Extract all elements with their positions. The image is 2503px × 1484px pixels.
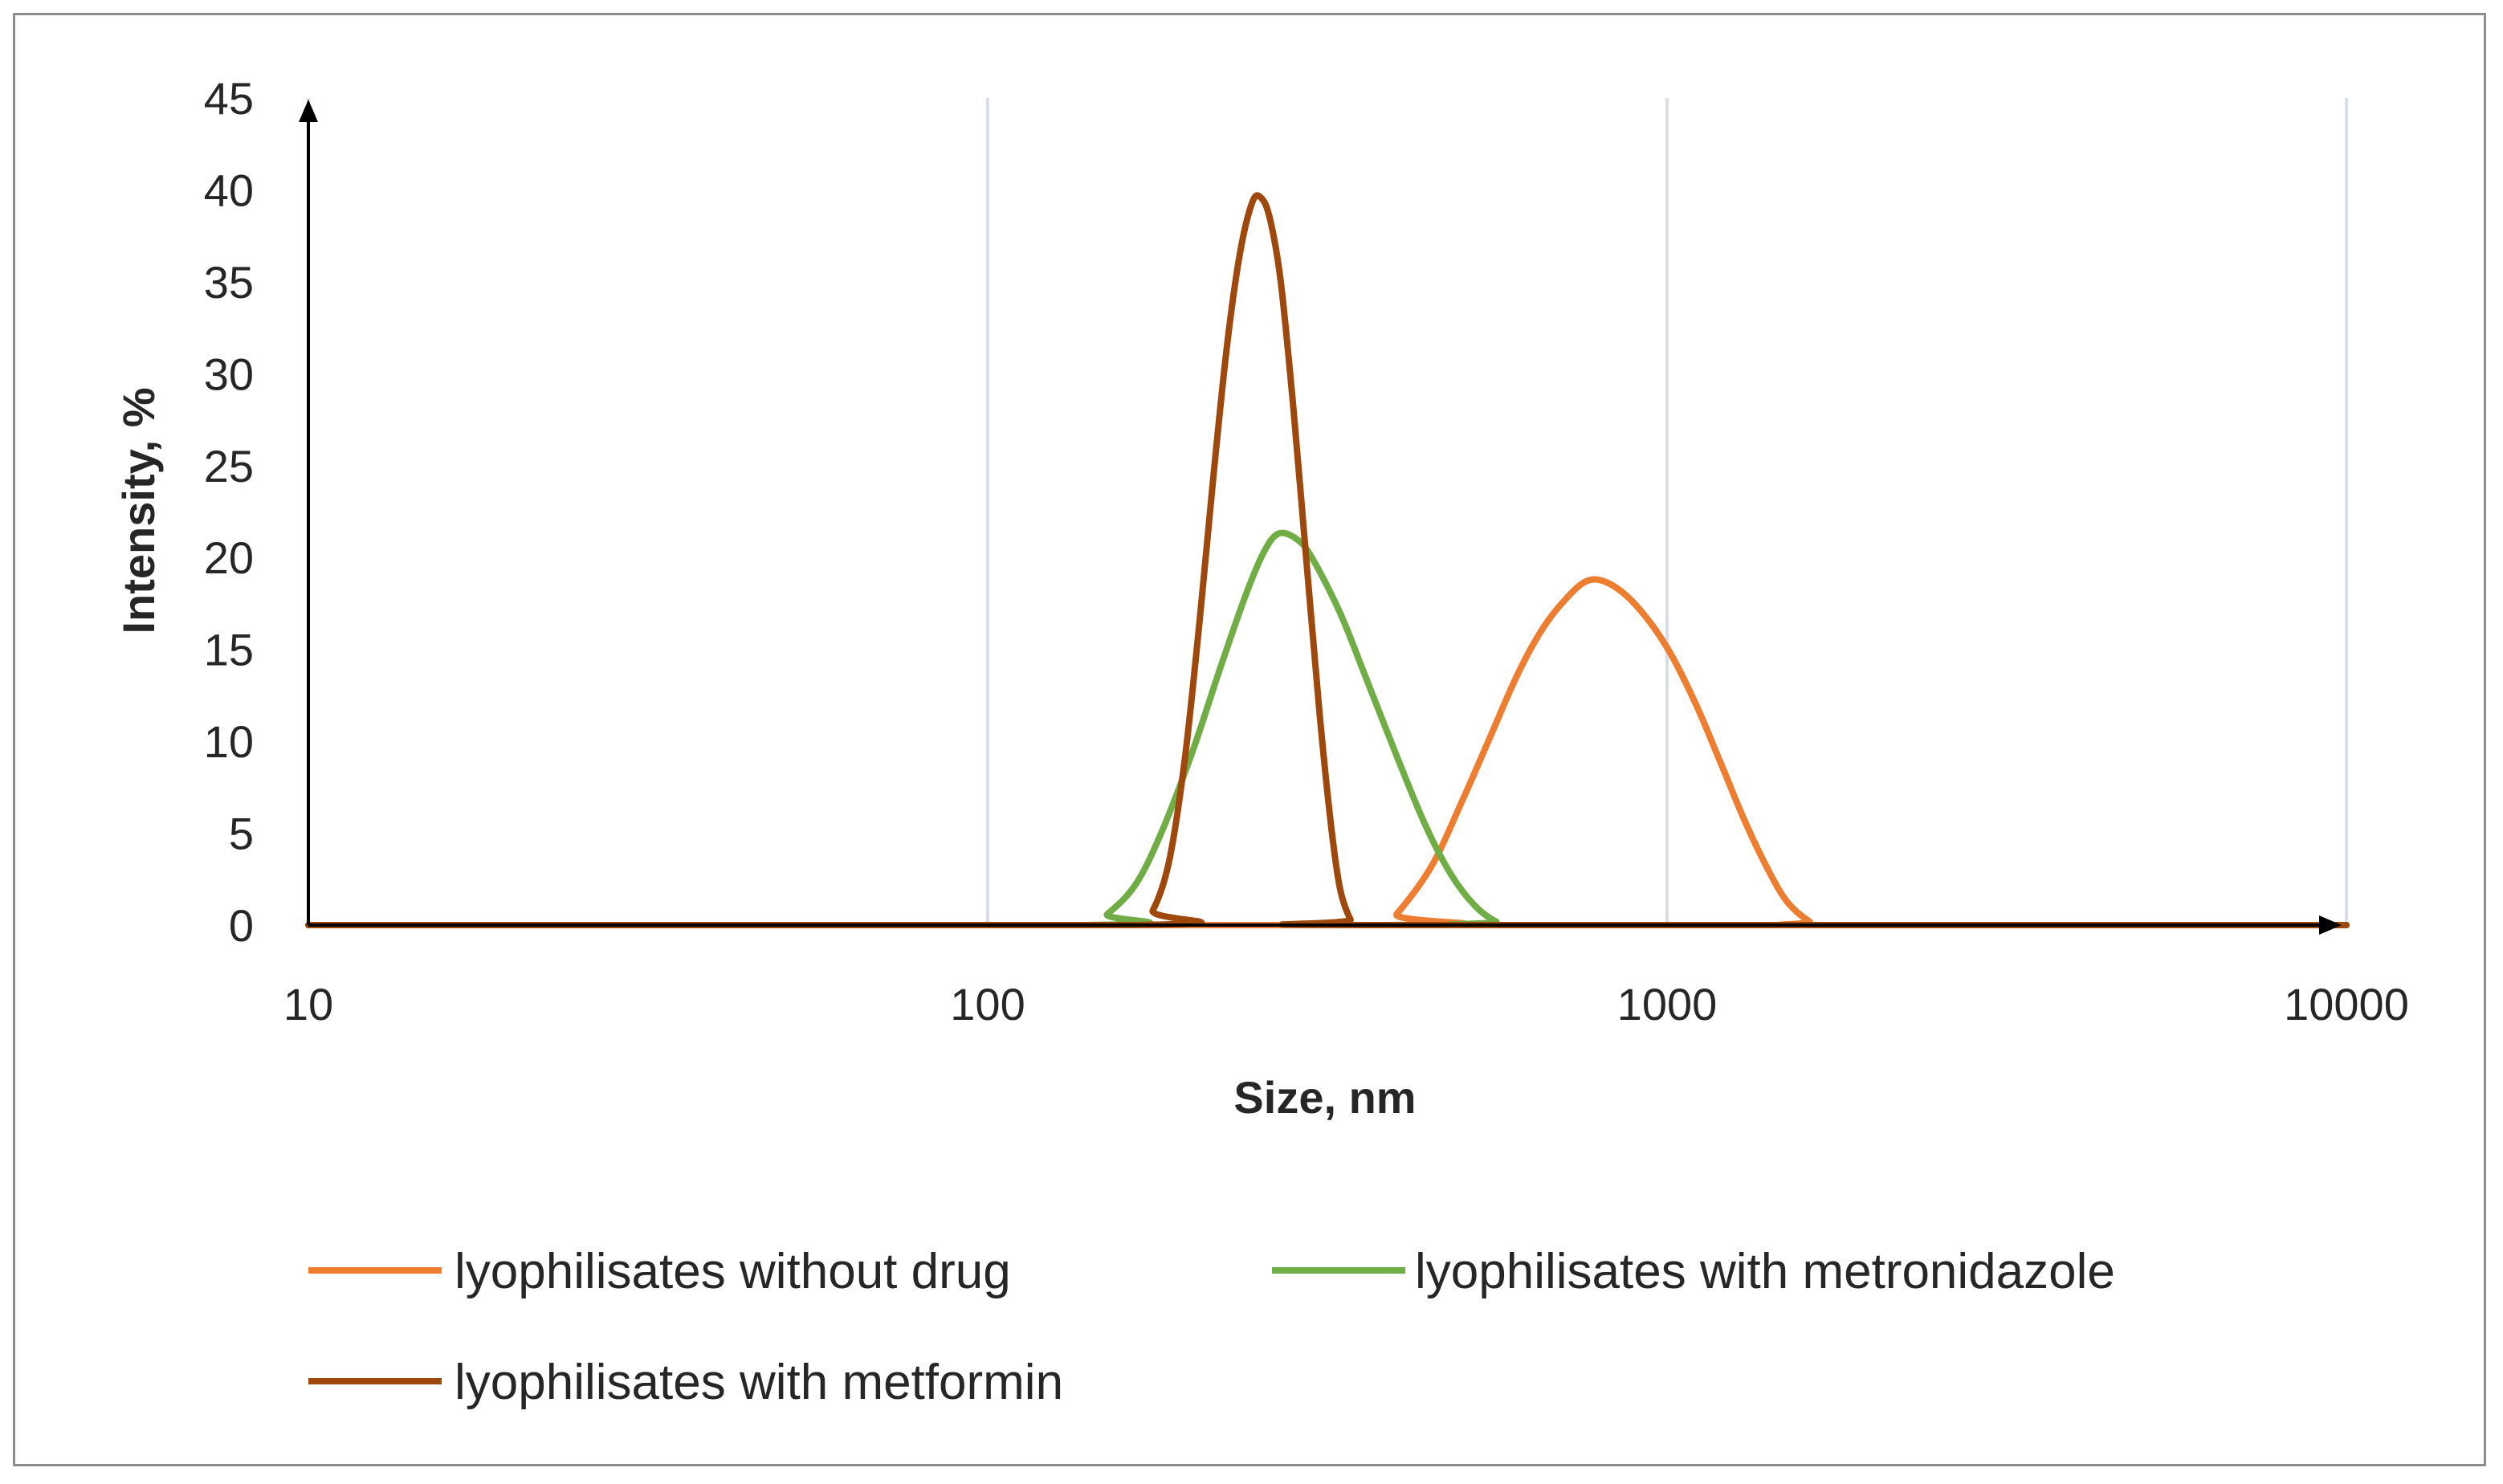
chart-frame	[13, 13, 2486, 1466]
x-axis-arrow	[2319, 915, 2342, 935]
y-tick-label: 5	[229, 809, 254, 859]
y-tick-label: 0	[229, 900, 254, 951]
legend-label-metronidazole: lyophilisates with metronidazole	[1415, 1244, 2115, 1299]
x-tick-label: 10000	[2284, 979, 2409, 1029]
y-tick-label: 15	[204, 625, 254, 675]
axes	[299, 100, 2342, 935]
x-tick-label: 100	[950, 979, 1025, 1029]
y-tick-label: 40	[204, 165, 254, 215]
legend: lyophilisates without drug lyophilisates…	[308, 1244, 2115, 1410]
y-axis-title: Intensity, %	[113, 387, 164, 634]
legend-label-metformin: lyophilisates with metformin	[455, 1355, 1063, 1410]
y-axis-arrow	[299, 100, 318, 122]
y-tick-label: 25	[204, 441, 254, 491]
x-tick-label: 10	[283, 979, 333, 1029]
series-line-without-drug	[305, 576, 2350, 929]
x-tick-label: 1000	[1617, 979, 1718, 1029]
y-tick-label: 30	[204, 349, 254, 399]
x-axis-title: Size, nm	[1233, 1072, 1416, 1123]
y-tick-label: 10	[204, 716, 254, 767]
y-tick-labels: 0 5 10 15 20 25 30 35 40 45	[204, 73, 254, 951]
series-line-metformin	[305, 192, 2350, 929]
series-layer	[305, 192, 2350, 929]
x-tick-labels: 10 100 1000 10000	[283, 979, 2409, 1029]
legend-label-without-drug: lyophilisates without drug	[455, 1244, 1011, 1299]
y-tick-label: 20	[204, 532, 254, 583]
y-tick-label: 45	[204, 73, 254, 124]
y-tick-label: 35	[204, 257, 254, 308]
series-line-metronidazole	[305, 529, 2350, 929]
